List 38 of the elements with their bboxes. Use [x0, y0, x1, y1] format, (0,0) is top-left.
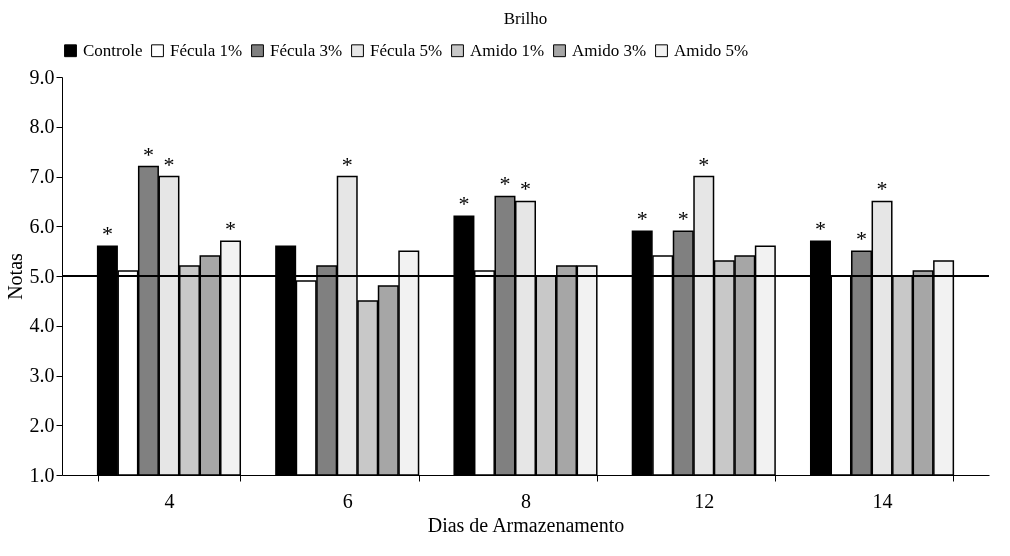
y-tick-label: 3.0 — [29, 364, 55, 386]
data-label: * — [814, 216, 826, 242]
y-tick-label: 1.0 — [29, 463, 55, 486]
data-label: * — [856, 226, 868, 252]
data-label: * — [520, 176, 531, 202]
data-label: * — [698, 151, 710, 177]
x-tick-label: 6 — [342, 489, 353, 512]
data-label: * — [876, 176, 888, 202]
data-label: * — [458, 191, 470, 217]
y-tick-label: 6.0 — [29, 214, 55, 237]
x-tick-label: 12 — [694, 489, 715, 512]
data-label: * — [341, 151, 353, 177]
legend-label: Amido 1% — [470, 40, 545, 60]
legend-label: Amido 3% — [572, 40, 647, 60]
legend-label: Fécula 3% — [270, 40, 343, 60]
y-tick-label: 9.0 — [29, 65, 55, 88]
x-tick-label: 14 — [872, 489, 893, 512]
legend-label: Amido 5% — [674, 40, 749, 60]
data-label: * — [499, 171, 511, 197]
legend-label: Controle — [83, 40, 143, 60]
y-tick-label: 4.0 — [29, 314, 55, 337]
data-label: * — [142, 141, 154, 167]
y-tick-label: 2.0 — [29, 413, 55, 436]
x-tick-label: 8 — [521, 489, 531, 512]
data-label: * — [636, 206, 648, 232]
y-tick-label: 7.0 — [29, 165, 55, 187]
chart-title: Brilho — [503, 9, 548, 28]
legend-label: Fécula 5% — [370, 40, 443, 60]
x-tick-label: 4 — [164, 489, 175, 512]
data-label: * — [677, 206, 689, 232]
y-tick-label: 5.0 — [29, 264, 55, 287]
y-tick-label: 8.0 — [29, 115, 55, 138]
data-label: * — [163, 151, 175, 177]
data-label: * — [225, 216, 237, 242]
data-label: * — [101, 221, 113, 247]
legend-label: Fécula 1% — [170, 40, 243, 60]
x-axis-title: Dias de Armazenamento — [427, 513, 625, 536]
y-axis-title: Notas — [3, 252, 26, 300]
